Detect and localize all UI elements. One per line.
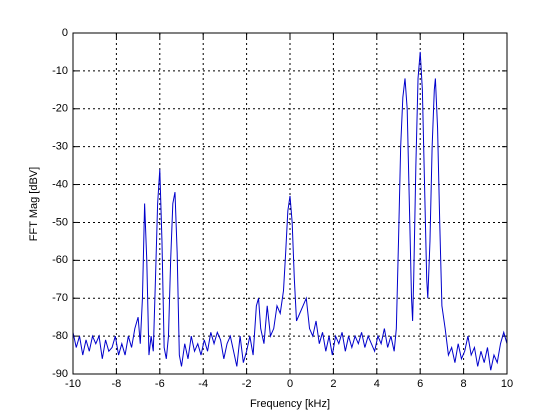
x-tick-label: 6 xyxy=(417,378,423,390)
x-tick-label: 2 xyxy=(330,378,336,390)
data-line xyxy=(72,51,508,371)
y-tick-label: -20 xyxy=(52,103,68,115)
x-tick-label: -2 xyxy=(242,378,252,390)
y-tick-label: -40 xyxy=(52,178,68,190)
x-tick-label: -10 xyxy=(65,378,81,390)
y-tick-label: -50 xyxy=(52,216,68,228)
x-tick-label: -6 xyxy=(155,378,165,390)
x-tick-label: 4 xyxy=(374,378,380,390)
x-tick-label: -8 xyxy=(112,378,122,390)
y-axis-label: FFT Mag [dBV] xyxy=(28,167,40,241)
y-tick-label: -90 xyxy=(52,368,68,380)
y-tick-label: -10 xyxy=(52,65,68,77)
y-tick-label: 0 xyxy=(62,27,68,39)
plot-frame xyxy=(72,32,508,375)
x-axis-label: Frequency [kHz] xyxy=(250,398,330,410)
y-tick-label: -60 xyxy=(52,254,68,266)
x-tick-label: -4 xyxy=(198,378,208,390)
y-tick-label: -30 xyxy=(52,141,68,153)
x-tick-label: 8 xyxy=(461,378,467,390)
y-tick-label: -80 xyxy=(52,330,68,342)
x-tick-label: 0 xyxy=(287,378,293,390)
x-tick-label: 10 xyxy=(501,378,513,390)
y-tick-label: -70 xyxy=(52,292,68,304)
